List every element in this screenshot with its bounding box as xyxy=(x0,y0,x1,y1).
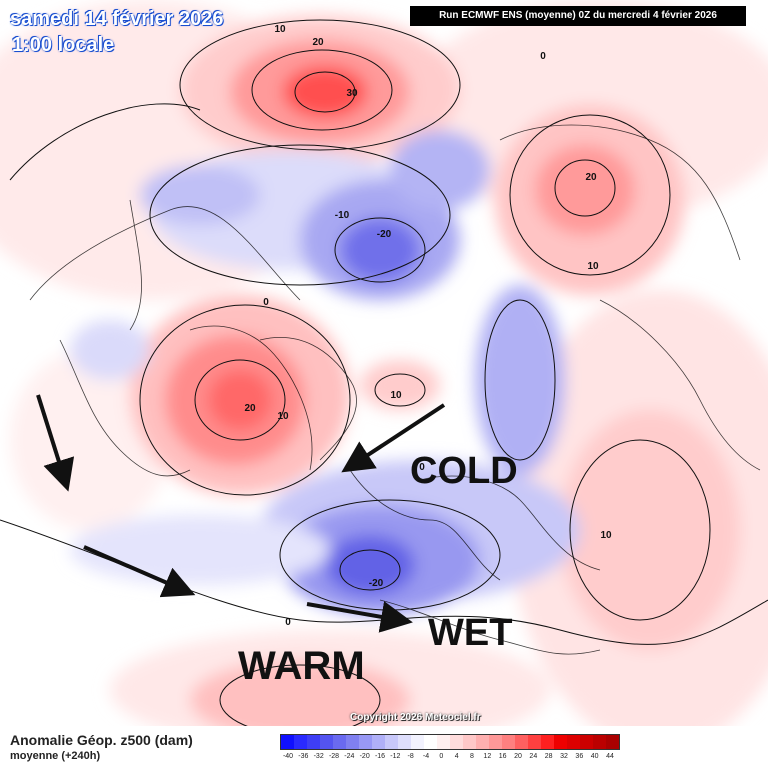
legend-tick-label: -12 xyxy=(390,753,401,760)
contour-label: 10 xyxy=(277,411,289,422)
legend-swatch xyxy=(346,735,359,749)
legend-swatch xyxy=(437,735,450,749)
legend-tick-label: 28 xyxy=(544,753,553,760)
legend-swatch xyxy=(567,735,580,749)
legend-tick-label: 44 xyxy=(606,753,614,760)
legend-swatch xyxy=(281,735,294,749)
color-scale xyxy=(280,734,620,750)
contour-label: 0 xyxy=(419,462,425,473)
contour-label: 30 xyxy=(346,88,358,99)
legend-swatch xyxy=(593,735,606,749)
legend-title: Anomalie Géop. z500 (dam) xyxy=(10,732,193,748)
arrow xyxy=(341,403,446,473)
legend-swatch xyxy=(372,735,385,749)
legend-swatch xyxy=(554,735,567,749)
contour-label: 10 xyxy=(274,24,286,35)
legend-tick-label: 4 xyxy=(454,753,459,760)
contour-label: 20 xyxy=(244,403,256,414)
anomaly-map: 10 20 30 0 -10 -20 20 10 0 20 10 10 0 -2… xyxy=(0,0,768,726)
legend-tick-label: -8 xyxy=(407,753,414,760)
legend-swatch xyxy=(320,735,333,749)
legend-subtitle: moyenne (+240h) xyxy=(10,750,101,762)
legend-tick-label: 32 xyxy=(560,753,568,760)
contour-label: -20 xyxy=(377,229,392,240)
legend-tick-label: 0 xyxy=(439,753,444,760)
legend-swatch xyxy=(398,735,411,749)
legend-tick-label: 8 xyxy=(470,753,474,760)
legend-tick-label: -4 xyxy=(422,753,430,760)
contour-label: 20 xyxy=(312,37,324,48)
warm-label: WARM xyxy=(238,644,365,688)
legend-swatch xyxy=(476,735,489,749)
arrow xyxy=(83,545,196,598)
legend-swatch xyxy=(515,735,528,749)
legend-tick-label: -16 xyxy=(374,753,386,760)
legend-tick-label: 24 xyxy=(529,753,538,760)
legend-swatch xyxy=(307,735,320,749)
contour-label: 10 xyxy=(390,390,402,401)
legend-swatch xyxy=(333,735,346,749)
legend-swatch xyxy=(294,735,307,749)
legend-swatch xyxy=(463,735,476,749)
legend-swatch xyxy=(528,735,541,749)
forecast-date: samedi 14 février 2026 xyxy=(10,8,224,30)
wet-label: WET xyxy=(428,612,513,654)
run-info: Run ECMWF ENS (moyenne) 0Z du mercredi 4… xyxy=(410,6,746,26)
contour-label: -10 xyxy=(335,210,350,221)
contour-label: 0 xyxy=(263,297,269,308)
contour-label: 0 xyxy=(285,617,291,628)
legend-swatch xyxy=(411,735,424,749)
legend-swatch xyxy=(385,735,398,749)
legend-swatch xyxy=(424,735,437,749)
forecast-time: 1:00 locale xyxy=(12,34,115,56)
legend-tick-label: -28 xyxy=(328,753,340,760)
legend-swatch xyxy=(580,735,593,749)
cold-label: COLD xyxy=(410,450,518,492)
legend-swatch xyxy=(450,735,463,749)
legend-tick-label: -32 xyxy=(313,753,324,760)
legend-tick-label: -36 xyxy=(298,753,309,760)
legend-tick-label: 36 xyxy=(575,753,584,760)
legend-tick-label: -20 xyxy=(359,753,370,760)
legend-tick-label: -24 xyxy=(344,753,355,760)
contour-label: 10 xyxy=(587,261,599,272)
legend-swatch xyxy=(541,735,554,749)
legend-swatch xyxy=(606,735,619,749)
legend-swatch xyxy=(359,735,372,749)
contour-label: 0 xyxy=(540,51,546,62)
legend-tick-label: 20 xyxy=(514,753,522,760)
contour-label: 20 xyxy=(585,172,597,183)
legend-swatch xyxy=(489,735,502,749)
legend-tick-label: 40 xyxy=(590,753,599,760)
contour-label: 10 xyxy=(600,530,612,541)
arrow xyxy=(36,394,75,492)
legend-footer: Anomalie Géop. z500 (dam) moyenne (+240h… xyxy=(0,726,768,768)
legend-tick-label: 16 xyxy=(498,753,507,760)
copyright: Copyright 2026 Meteociel.fr xyxy=(350,712,481,723)
legend-tick-label: -40 xyxy=(282,753,294,760)
color-scale-labels: -40 -36 -32 -28 -24 -20 -16 -12 -8 -4 0 4 8 12 16 20 24 2… xyxy=(280,753,626,765)
legend-tick-label: 12 xyxy=(483,753,492,760)
legend-swatch xyxy=(502,735,515,749)
arrow xyxy=(306,601,413,633)
contour-label: -20 xyxy=(369,578,384,589)
